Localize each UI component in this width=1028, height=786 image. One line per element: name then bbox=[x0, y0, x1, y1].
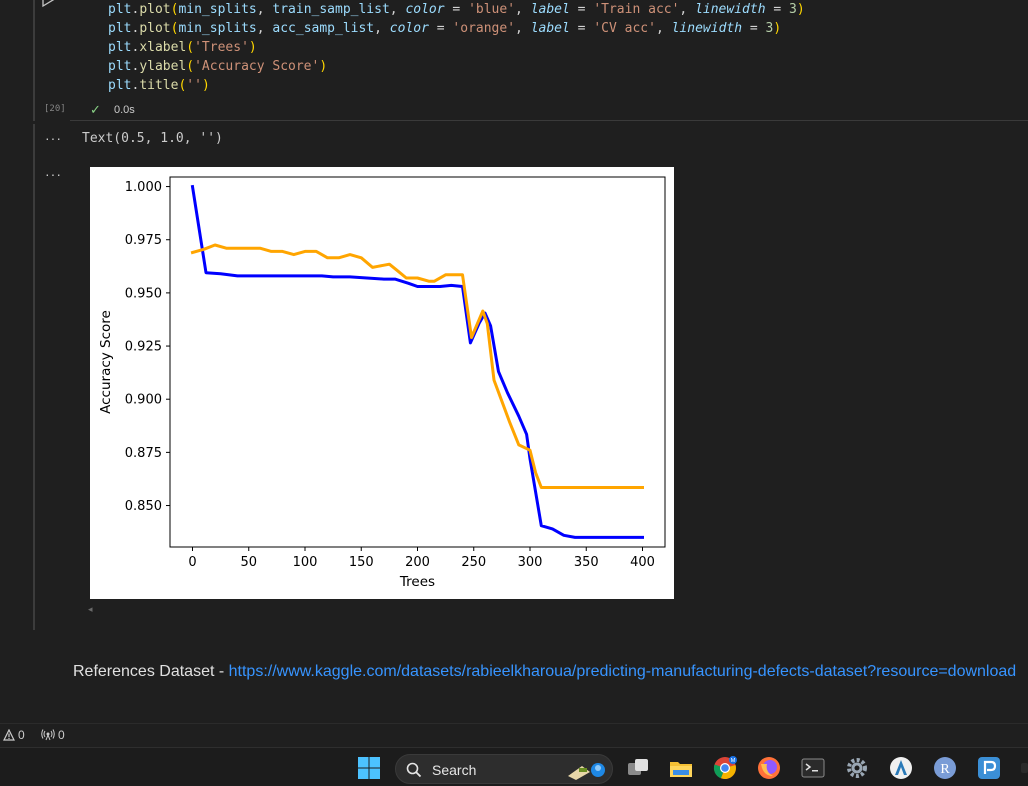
x-axis-label: Trees bbox=[399, 574, 435, 590]
x-tick-label: 0 bbox=[188, 555, 196, 570]
code-cell: plt.plot(min_splits, train_samp_list, co… bbox=[0, 0, 1028, 121]
chrome-profile-badge: M bbox=[731, 758, 736, 764]
code-editor[interactable]: plt.plot(min_splits, train_samp_list, co… bbox=[70, 0, 1028, 100]
warning-icon bbox=[3, 729, 15, 741]
series-line-0 bbox=[190, 184, 644, 539]
plot-figure: 0 50 100 150 200 250 300 350 400 0.850 0.875 0.900 0… bbox=[90, 167, 674, 599]
ports-indicator[interactable]: 0 bbox=[41, 728, 65, 742]
success-check-icon: ✓ bbox=[90, 102, 101, 117]
x-tick-label: 300 bbox=[518, 555, 543, 570]
rstudio-icon[interactable] bbox=[977, 756, 1001, 780]
y-tick-label: 0.900 bbox=[125, 393, 162, 408]
cell-focus-border bbox=[33, 0, 35, 121]
reference-label: References Dataset - bbox=[73, 663, 229, 680]
x-tick-label: 400 bbox=[630, 555, 655, 570]
search-highlight-icon bbox=[568, 763, 605, 780]
markdown-reference: References Dataset - https://www.kaggle.… bbox=[73, 663, 1016, 681]
plot-frame bbox=[169, 176, 666, 548]
code-line: plt.plot(min_splits, train_samp_list, co… bbox=[108, 2, 805, 17]
code-line: plt.ylabel('Accuracy Score') bbox=[108, 59, 328, 74]
output-more-actions-button[interactable]: ··· bbox=[45, 130, 62, 146]
y-tick-label: 0.925 bbox=[125, 340, 162, 355]
x-tick-label: 200 bbox=[405, 555, 430, 570]
windows-taskbar: Search M R bbox=[0, 747, 1028, 786]
overflow-tray-icon[interactable] bbox=[1021, 763, 1028, 773]
code-line: plt.xlabel('Trees') bbox=[108, 40, 257, 55]
execution-count: [20] bbox=[44, 104, 66, 114]
ports-count: 0 bbox=[58, 728, 65, 742]
chrome-icon[interactable]: M bbox=[713, 756, 737, 780]
output-resize-handle[interactable]: ◂ bbox=[88, 604, 93, 614]
x-tick-label: 100 bbox=[293, 555, 318, 570]
terminal-icon[interactable] bbox=[801, 756, 825, 780]
x-tick-label: 350 bbox=[574, 555, 599, 570]
search-icon bbox=[406, 762, 422, 778]
firefox-icon[interactable] bbox=[757, 756, 781, 780]
execution-time: 0.0s bbox=[114, 104, 135, 116]
taskbar-search-box[interactable]: Search bbox=[395, 754, 613, 784]
output-border bbox=[33, 124, 35, 630]
code-line: plt.title('') bbox=[108, 78, 210, 93]
line-chart: 0 50 100 150 200 250 300 350 400 0.850 0.875 0.900 0… bbox=[98, 176, 666, 590]
y-tick-label: 0.850 bbox=[125, 499, 162, 514]
output-text: Text(0.5, 1.0, '') bbox=[82, 131, 223, 146]
x-tick-label: 150 bbox=[349, 555, 374, 570]
run-cell-icon[interactable] bbox=[40, 0, 58, 8]
broadcast-icon bbox=[41, 729, 55, 741]
output-more-actions-button[interactable]: ··· bbox=[45, 166, 62, 182]
y-tick-label: 0.975 bbox=[125, 233, 162, 248]
problems-indicator[interactable]: 0 bbox=[3, 728, 25, 742]
r-language-icon[interactable]: R bbox=[933, 756, 957, 780]
search-label: Search bbox=[432, 762, 477, 778]
y-axis-label: Accuracy Score bbox=[98, 310, 114, 414]
status-bar: 0 0 bbox=[0, 723, 1028, 747]
dataset-link[interactable]: https://www.kaggle.com/datasets/rabieelk… bbox=[228, 663, 1017, 680]
svg-text:R: R bbox=[940, 762, 950, 777]
task-view-icon[interactable] bbox=[626, 756, 650, 780]
code-line: plt.plot(min_splits, acc_samp_list, colo… bbox=[108, 21, 782, 36]
x-tick-label: 250 bbox=[461, 555, 486, 570]
anaconda-navigator-icon[interactable] bbox=[889, 756, 913, 780]
series-line-1 bbox=[190, 243, 644, 489]
file-explorer-icon[interactable] bbox=[669, 756, 693, 780]
windows-start-icon[interactable] bbox=[357, 756, 381, 780]
cell-separator bbox=[70, 120, 1028, 121]
settings-gear-icon[interactable] bbox=[845, 756, 869, 780]
y-tick-label: 1.000 bbox=[125, 180, 162, 195]
y-tick-label: 0.875 bbox=[125, 446, 162, 461]
y-tick-label: 0.950 bbox=[125, 286, 162, 301]
problems-count: 0 bbox=[18, 728, 25, 742]
x-tick-label: 50 bbox=[240, 555, 257, 570]
